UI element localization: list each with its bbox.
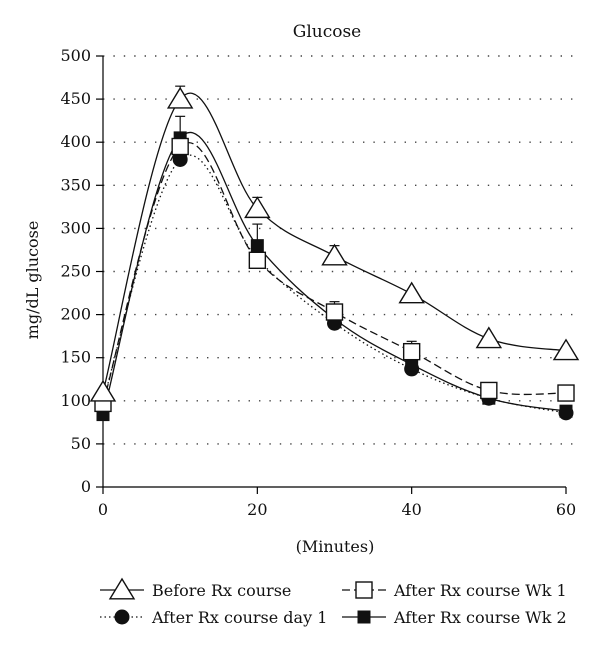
- legend-label: Before Rx course: [152, 581, 291, 600]
- y-tick-label: 100: [60, 391, 91, 410]
- data-point: [398, 281, 425, 304]
- data-point: [552, 338, 580, 361]
- data-point: [166, 86, 194, 109]
- data-point: [405, 358, 419, 372]
- data-point: [248, 251, 267, 269]
- grid-lines: [103, 55, 574, 445]
- data-point: [559, 404, 573, 418]
- series-line: [102, 131, 567, 415]
- series-line: [102, 142, 567, 404]
- data-point: [557, 384, 575, 402]
- data-point: [172, 151, 188, 167]
- y-tick-label: 500: [60, 46, 91, 65]
- data-point: [321, 243, 348, 266]
- axes: 0 50 100 150 200 250 300 350 400 450 500 0 20 40 60: [60, 46, 576, 519]
- legend-entry: After Rx course day 1: [100, 608, 327, 627]
- legend-label: After Rx course Wk 2: [393, 608, 567, 627]
- legend-marker: [108, 577, 136, 600]
- series-1: [95, 151, 574, 421]
- series-line: [102, 92, 567, 393]
- x-tick-label: 20: [247, 500, 267, 519]
- data-point: [171, 137, 189, 156]
- y-tick-label: 50: [71, 434, 91, 453]
- x-axis-label: (Minutes): [296, 537, 375, 556]
- y-tick-label: 300: [60, 218, 91, 237]
- y-tick-label: 0: [81, 477, 91, 496]
- legend-marker: [357, 610, 371, 624]
- y-tick-label: 450: [60, 89, 91, 108]
- legend-entry: Before Rx course: [100, 577, 291, 600]
- data-point: [250, 239, 264, 253]
- y-tick-label: 250: [60, 262, 91, 281]
- legend-marker: [114, 609, 130, 625]
- y-tick-label: 350: [60, 175, 91, 194]
- y-tick-label: 150: [60, 348, 91, 367]
- data-point: [402, 342, 421, 361]
- x-tick-label: 60: [556, 500, 576, 519]
- series-0: [89, 85, 580, 402]
- legend-marker: [355, 581, 373, 599]
- legend-entry: After Rx course Wk 2: [342, 608, 567, 627]
- data-point: [89, 379, 117, 402]
- data-point: [244, 196, 271, 219]
- legend-label: After Rx course day 1: [151, 608, 327, 627]
- x-tick-label: 40: [401, 500, 421, 519]
- data-point: [325, 303, 344, 321]
- chart-title: Glucose: [293, 22, 362, 42]
- y-axis-label: mg/dL glucose: [23, 221, 42, 340]
- y-tick-label: 400: [60, 132, 91, 151]
- series-3: [96, 115, 573, 422]
- legend-entry: After Rx course Wk 1: [342, 581, 567, 600]
- data-point: [480, 381, 498, 400]
- legend-label: After Rx course Wk 1: [393, 581, 567, 600]
- y-tick-label: 200: [60, 305, 91, 324]
- series-layer: [89, 85, 580, 422]
- data-point: [475, 326, 503, 349]
- x-tick-label: 0: [98, 500, 108, 519]
- series-line: [102, 154, 567, 414]
- legend: Before Rx course After Rx course Wk 1 Afte…: [100, 577, 567, 627]
